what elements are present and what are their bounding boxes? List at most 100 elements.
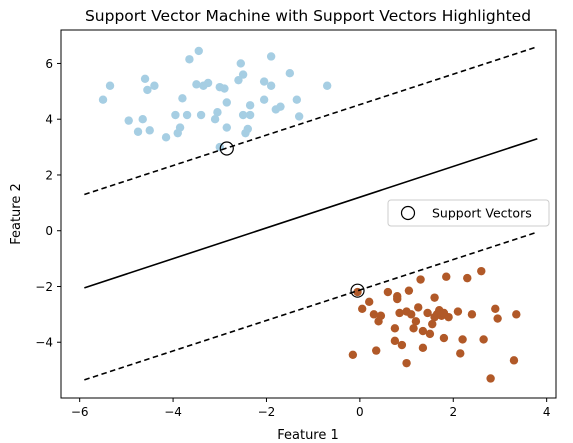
data-point-class-2-48 bbox=[512, 310, 521, 319]
data-point-class-1-21 bbox=[210, 115, 220, 124]
data-point-class-2-21 bbox=[414, 303, 423, 312]
y-tick-label: 0 bbox=[45, 224, 53, 238]
data-point-class-2-24 bbox=[418, 343, 428, 353]
data-point-class-1-5 bbox=[140, 74, 150, 83]
plot-frame bbox=[60, 29, 557, 399]
x-tick-label: 0 bbox=[356, 405, 364, 419]
data-point-class-2-2 bbox=[358, 304, 367, 313]
data-point-class-2-40 bbox=[463, 273, 472, 283]
data-point-class-2-26 bbox=[425, 329, 435, 339]
data-point-class-2-10 bbox=[390, 336, 400, 346]
chart-title: Support Vector Machine with Support Vect… bbox=[85, 7, 531, 25]
data-point-class-2-36 bbox=[444, 312, 453, 322]
data-point-class-2-20 bbox=[411, 317, 421, 326]
data-point-class-1-43 bbox=[292, 95, 302, 104]
data-point-class-1-39 bbox=[266, 81, 276, 90]
data-point-class-2-9 bbox=[390, 324, 400, 333]
data-point-class-1-42 bbox=[285, 69, 295, 78]
y-tick-label: −2 bbox=[35, 280, 53, 294]
data-point-class-1-44 bbox=[294, 112, 304, 121]
y-axis-label: Feature 2 bbox=[9, 183, 24, 245]
data-point-class-1-37 bbox=[259, 77, 269, 86]
data-point-class-2-41 bbox=[467, 310, 477, 319]
y-tick-label: −4 bbox=[35, 336, 53, 350]
data-point-class-1-16 bbox=[192, 80, 201, 89]
legend-box bbox=[387, 199, 550, 227]
data-point-class-1-7 bbox=[145, 126, 154, 135]
data-point-class-2-39 bbox=[458, 335, 467, 344]
data-point-class-2-5 bbox=[372, 346, 381, 355]
data-point-class-1-8 bbox=[150, 81, 159, 90]
data-point-class-2-3 bbox=[365, 297, 374, 307]
data-point-class-2-37 bbox=[453, 307, 463, 316]
data-point-class-1-14 bbox=[182, 110, 192, 120]
data-point-class-1-35 bbox=[245, 101, 255, 110]
data-point-class-1-36 bbox=[259, 95, 269, 104]
data-point-class-1-38 bbox=[266, 52, 276, 61]
margin-line-lower bbox=[84, 231, 538, 381]
data-point-class-1-2 bbox=[124, 116, 133, 125]
data-point-class-1-13 bbox=[178, 94, 187, 103]
data-point-class-2-42 bbox=[477, 266, 486, 276]
data-point-class-2-46 bbox=[493, 314, 502, 323]
x-tick-label: 4 bbox=[543, 405, 551, 419]
x-axis: −6 −4 −2 0 2 4 bbox=[71, 398, 551, 419]
data-point-class-2-19 bbox=[409, 324, 418, 333]
data-point-class-1-3 bbox=[133, 127, 143, 136]
data-point-class-2-8 bbox=[383, 287, 393, 297]
x-tick-label: −6 bbox=[71, 405, 89, 419]
data-point-class-2-17 bbox=[404, 286, 414, 295]
data-point-class-1-41 bbox=[276, 102, 285, 111]
data-point-class-2-44 bbox=[486, 374, 495, 383]
data-point-class-2-25 bbox=[423, 308, 432, 318]
legend-label-support-vectors: Support Vectors bbox=[432, 206, 532, 221]
data-point-class-1-30 bbox=[238, 70, 248, 79]
data-point-class-2-45 bbox=[491, 304, 500, 313]
data-point-class-1-33 bbox=[243, 124, 252, 134]
data-point-class-1-10 bbox=[171, 110, 180, 120]
data-point-class-1-18 bbox=[196, 110, 206, 120]
data-point-class-1-22 bbox=[213, 108, 222, 117]
data-point-class-2-28 bbox=[430, 293, 439, 302]
data-point-class-2-34 bbox=[439, 333, 449, 343]
data-point-class-1-12 bbox=[175, 123, 185, 132]
decision-boundary-line bbox=[84, 137, 538, 289]
data-point-class-1-6 bbox=[143, 85, 152, 95]
data-point-class-2-0 bbox=[348, 350, 358, 359]
x-tick-label: −4 bbox=[164, 405, 182, 419]
x-tick-label: −2 bbox=[258, 405, 276, 419]
data-point-class-2-12 bbox=[393, 294, 402, 304]
data-point-class-2-35 bbox=[442, 272, 451, 281]
data-point-class-1-27 bbox=[222, 98, 231, 107]
data-point-class-1-25 bbox=[220, 84, 229, 93]
data-point-class-2-15 bbox=[402, 358, 411, 368]
data-point-class-1-45 bbox=[322, 81, 332, 90]
data-point-class-2-27 bbox=[428, 319, 437, 329]
data-point-class-2-13 bbox=[395, 308, 404, 318]
x-axis-label: Feature 1 bbox=[277, 428, 339, 443]
plot-content bbox=[84, 45, 538, 383]
y-tick-label: 2 bbox=[45, 168, 53, 182]
data-point-class-1-9 bbox=[161, 133, 171, 142]
support-vector-marker-0 bbox=[219, 141, 234, 156]
margin-line-upper bbox=[84, 45, 538, 196]
data-point-class-1-26 bbox=[222, 123, 231, 132]
data-point-class-1-20 bbox=[203, 78, 213, 88]
data-point-class-2-43 bbox=[479, 335, 488, 344]
data-point-class-1-34 bbox=[245, 110, 255, 120]
data-point-class-1-15 bbox=[185, 55, 194, 64]
data-point-class-1-0 bbox=[98, 95, 108, 104]
legend-marker-support-vectors bbox=[400, 205, 416, 221]
y-tick-label: 4 bbox=[45, 113, 53, 127]
data-point-class-1-29 bbox=[236, 59, 245, 68]
x-tick-label: 2 bbox=[449, 405, 457, 419]
data-point-class-1-31 bbox=[238, 110, 248, 120]
data-point-class-1-28 bbox=[234, 75, 243, 85]
y-tick-label: 6 bbox=[45, 57, 53, 71]
data-point-class-2-38 bbox=[456, 349, 465, 358]
data-point-class-2-47 bbox=[509, 356, 519, 365]
y-axis: −4 −2 0 2 4 6 bbox=[35, 57, 61, 350]
data-point-class-2-18 bbox=[407, 310, 416, 319]
support-vector-marker-1 bbox=[350, 283, 365, 298]
